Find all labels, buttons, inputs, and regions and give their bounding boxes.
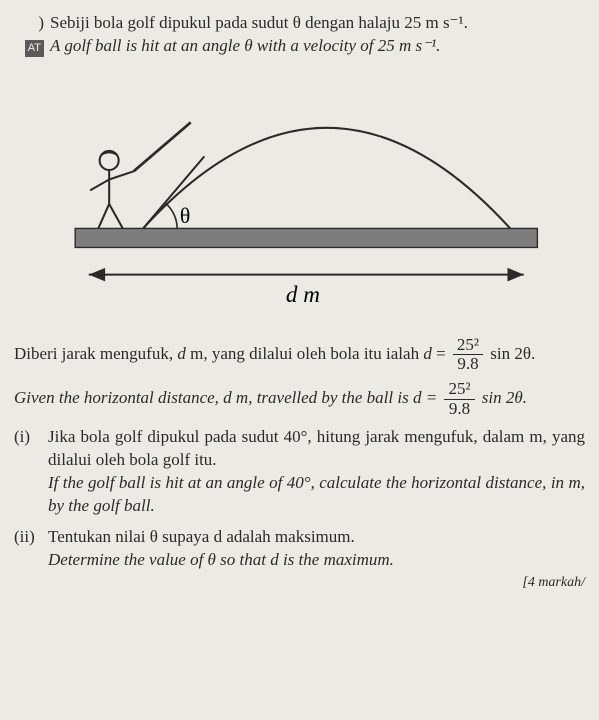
part-ii-bm: Tentukan nilai θ supaya d adalah maksimu… (48, 527, 355, 546)
part-ii-en: Determine the value of θ so that d is th… (48, 550, 394, 569)
marks-hint: [4 markah/ (48, 574, 585, 593)
fraction-en: 25² 9.8 (444, 380, 474, 418)
formula-block: Diberi jarak mengufuk, d m, yang dilalui… (14, 336, 585, 419)
part-i: (i) Jika bola golf dipukul pada sudut 40… (14, 426, 585, 518)
trajectory-diagram: θ d m (14, 68, 585, 320)
question-number: ) (38, 13, 44, 32)
frac-den: 9.8 (453, 355, 483, 374)
trig-bm: sin 2θ. (490, 344, 535, 363)
frac-den-en: 9.8 (444, 400, 474, 419)
part-ii-label: (ii) (14, 526, 48, 593)
frac-num-en: 25² (444, 380, 474, 400)
formula-en: Given the horizontal distance, d m, trav… (14, 380, 585, 418)
trajectory-arc (143, 128, 510, 229)
frac-num: 25² (453, 336, 483, 356)
part-ii: (ii) Tentukan nilai θ supaya d adalah ma… (14, 526, 585, 593)
at-badge: AT (25, 40, 44, 57)
part-i-label: (i) (14, 426, 48, 518)
arrow-left-icon (89, 268, 105, 282)
fraction-bm: 25² 9.8 (453, 336, 483, 374)
golfer-icon (90, 122, 191, 228)
stem-bm: Sebiji bola golf dipukul pada sudut θ de… (50, 13, 468, 32)
ground-bar (75, 228, 537, 247)
question-header: ) AT Sebiji bola golf dipukul pada sudut… (14, 12, 585, 58)
distance-label: d m (286, 281, 320, 307)
trig-en: sin 2θ. (482, 388, 527, 407)
stem-en: A golf ball is hit at an angle θ with a … (50, 36, 440, 55)
stem-text: Sebiji bola golf dipukul pada sudut θ de… (50, 12, 585, 58)
angle-arc (165, 202, 177, 228)
club-line (143, 156, 204, 228)
formula-bm: Diberi jarak mengufuk, d m, yang dilalui… (14, 336, 585, 374)
angle-label: θ (180, 204, 190, 228)
part-i-en: If the golf ball is hit at an angle of 4… (48, 473, 585, 515)
part-ii-body: Tentukan nilai θ supaya d adalah maksimu… (48, 526, 585, 593)
arrow-right-icon (507, 268, 523, 282)
part-i-bm: Jika bola golf dipukul pada sudut 40°, h… (48, 427, 585, 469)
golf-svg: θ d m (14, 68, 585, 313)
number-column: ) AT (14, 12, 50, 58)
part-i-body: Jika bola golf dipukul pada sudut 40°, h… (48, 426, 585, 518)
